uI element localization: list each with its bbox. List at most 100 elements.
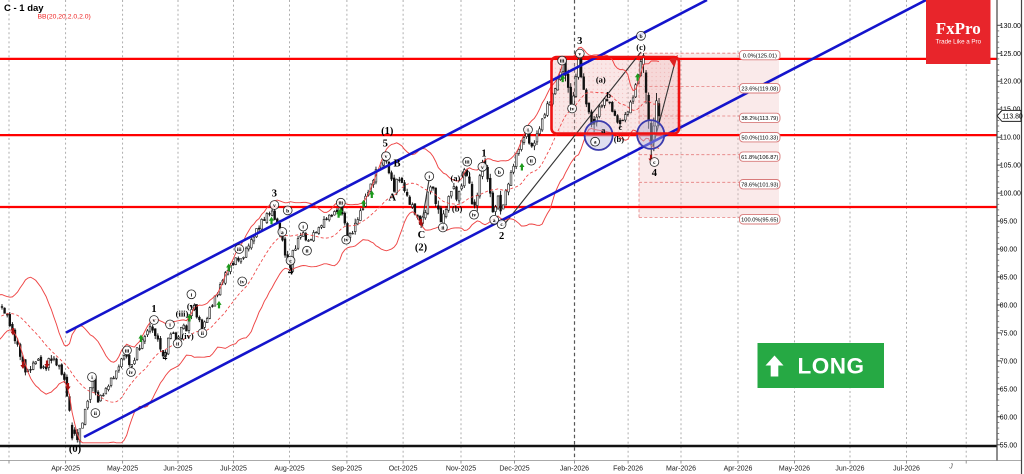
svg-text:100.00: 100.00 xyxy=(1000,191,1021,198)
svg-text:ii: ii xyxy=(530,159,534,165)
svg-text:Sep-2025: Sep-2025 xyxy=(332,466,362,473)
svg-text:Nov-2025: Nov-2025 xyxy=(446,466,476,473)
svg-text:iv: iv xyxy=(344,238,349,244)
svg-text:b: b xyxy=(606,90,611,100)
svg-text:Jun-2026: Jun-2026 xyxy=(835,466,864,473)
svg-text:May-2026: May-2026 xyxy=(779,466,810,473)
svg-text:Apr-2025: Apr-2025 xyxy=(51,466,80,473)
svg-text:iii: iii xyxy=(465,160,470,166)
svg-text:38.2%(113.79): 38.2%(113.79) xyxy=(741,116,778,122)
svg-text:Jan-2026: Jan-2026 xyxy=(560,466,589,473)
svg-text:Jul-2026: Jul-2026 xyxy=(893,466,920,473)
svg-text:ii: ii xyxy=(305,249,309,255)
svg-text:i: i xyxy=(91,375,93,381)
svg-text:1: 1 xyxy=(151,304,156,315)
svg-text:80.00: 80.00 xyxy=(1000,302,1017,309)
svg-text:i: i xyxy=(169,322,171,328)
svg-text:v: v xyxy=(385,154,388,160)
svg-text:0.0%(125.01): 0.0%(125.01) xyxy=(743,53,777,59)
svg-text:100.0%(95.65): 100.0%(95.65) xyxy=(741,218,778,224)
svg-text:a: a xyxy=(281,230,284,236)
svg-text:85.00: 85.00 xyxy=(1000,274,1017,281)
svg-text:a: a xyxy=(493,218,496,224)
svg-text:78.6%(101.93): 78.6%(101.93) xyxy=(741,182,778,188)
svg-text:c: c xyxy=(653,160,656,166)
svg-text:(c): (c) xyxy=(461,168,471,178)
svg-text:2: 2 xyxy=(162,351,167,362)
svg-text:23.6%(119.08): 23.6%(119.08) xyxy=(741,86,778,92)
svg-text:113.80: 113.80 xyxy=(1002,113,1023,120)
svg-text:i: i xyxy=(527,128,529,134)
svg-text:4: 4 xyxy=(288,267,294,278)
svg-text:iii: iii xyxy=(338,201,343,207)
svg-text:90.00: 90.00 xyxy=(1000,247,1017,254)
svg-text:55.00: 55.00 xyxy=(1000,442,1017,449)
svg-text:b: b xyxy=(286,208,289,214)
svg-text:b: b xyxy=(639,34,642,40)
svg-text:iii: iii xyxy=(560,59,565,65)
svg-text:C: C xyxy=(418,230,426,241)
svg-text:B: B xyxy=(393,158,400,169)
svg-text:95.00: 95.00 xyxy=(1000,219,1017,226)
svg-text:iv: iv xyxy=(240,279,245,285)
svg-text:LONG: LONG xyxy=(798,354,865,379)
svg-text:(a): (a) xyxy=(450,173,460,183)
svg-text:i: i xyxy=(191,292,193,298)
svg-text:65.00: 65.00 xyxy=(1000,386,1017,393)
svg-text:iii: iii xyxy=(237,247,242,253)
svg-text:Mar-2026: Mar-2026 xyxy=(666,466,696,473)
svg-text:1: 1 xyxy=(481,149,486,160)
svg-text:iv: iv xyxy=(129,370,134,376)
svg-text:61.8%(106.87): 61.8%(106.87) xyxy=(741,155,778,161)
svg-text:a: a xyxy=(594,140,597,146)
svg-text:b: b xyxy=(498,170,501,176)
svg-text:4: 4 xyxy=(652,168,658,179)
svg-text:105.00: 105.00 xyxy=(1000,163,1021,170)
svg-text:(iv): (iv) xyxy=(181,331,193,341)
svg-text:iv: iv xyxy=(472,213,477,219)
svg-text:130.00: 130.00 xyxy=(1000,23,1021,30)
svg-text:(iii): (iii) xyxy=(176,308,189,318)
svg-text:Aug-2025: Aug-2025 xyxy=(274,466,304,473)
svg-text:75.00: 75.00 xyxy=(1000,330,1017,337)
svg-text:v: v xyxy=(273,203,276,209)
svg-text:May-2025: May-2025 xyxy=(107,466,138,473)
svg-text:125.00: 125.00 xyxy=(1000,51,1021,58)
svg-text:FxPro: FxPro xyxy=(936,19,981,38)
svg-text:(v): (v) xyxy=(187,301,197,311)
svg-text:Oct-2025: Oct-2025 xyxy=(389,466,418,473)
svg-text:c: c xyxy=(500,222,503,228)
svg-text:110.00: 110.00 xyxy=(1000,135,1021,142)
svg-text:ii: ii xyxy=(94,411,98,417)
svg-text:v: v xyxy=(578,52,581,58)
svg-text:(1): (1) xyxy=(381,126,394,137)
svg-text:ii: ii xyxy=(201,331,205,337)
svg-text:C - 1 day: C - 1 day xyxy=(4,3,44,14)
svg-text:Trade Like a Pro: Trade Like a Pro xyxy=(936,39,982,46)
svg-text:(b): (b) xyxy=(614,134,625,144)
svg-text:(a): (a) xyxy=(596,75,606,85)
svg-text:v: v xyxy=(481,165,484,171)
svg-text:i: i xyxy=(302,225,304,231)
svg-text:(0): (0) xyxy=(69,444,82,455)
svg-text:Jul-2025: Jul-2025 xyxy=(220,466,247,473)
svg-text:iv: iv xyxy=(570,107,575,113)
svg-text:3: 3 xyxy=(577,36,582,47)
svg-text:c: c xyxy=(619,122,623,132)
svg-text:Dec-2025: Dec-2025 xyxy=(499,466,529,473)
svg-text:(c): (c) xyxy=(636,42,646,52)
svg-text:BB(20,20,2.0,2.0): BB(20,20,2.0,2.0) xyxy=(38,14,91,21)
svg-text:Jun-2025: Jun-2025 xyxy=(163,466,192,473)
svg-text:5: 5 xyxy=(383,138,388,149)
svg-text:ii: ii xyxy=(176,341,180,347)
svg-text:70.00: 70.00 xyxy=(1000,358,1017,365)
svg-text:v: v xyxy=(153,318,156,324)
svg-text:50.0%(110.33): 50.0%(110.33) xyxy=(741,135,778,141)
svg-text:A: A xyxy=(389,192,397,203)
svg-text:120.00: 120.00 xyxy=(1000,79,1021,86)
svg-text:2: 2 xyxy=(499,231,504,242)
svg-text:ii: ii xyxy=(441,226,445,232)
svg-text:c: c xyxy=(289,259,292,265)
svg-text:iii: iii xyxy=(125,348,130,354)
svg-text:Apr-2026: Apr-2026 xyxy=(724,466,753,473)
